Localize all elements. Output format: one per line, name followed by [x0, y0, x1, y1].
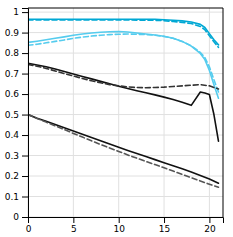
tick: 0.2 [5, 171, 28, 181]
grid-line [28, 53, 223, 54]
tick-mark [22, 115, 28, 116]
axis-line [29, 218, 224, 224]
tick-label: 0.6 [5, 89, 20, 99]
grid-line [28, 176, 223, 177]
tick: 0.4 [5, 130, 28, 140]
grid-line [28, 12, 223, 13]
tick-mark [22, 74, 28, 75]
tick-label: 0.4 [5, 130, 20, 140]
tick-label: 20 [204, 224, 216, 234]
grid-line [28, 196, 223, 197]
axis-line [22, 9, 29, 218]
tick-label: 10 [113, 224, 125, 234]
tick: 0.7 [5, 69, 28, 79]
tick-mark [22, 53, 28, 54]
tick-mark [164, 217, 165, 223]
tick-label: 0.7 [5, 69, 19, 79]
tick-mark [22, 33, 28, 34]
tick-mark [119, 217, 120, 223]
tick: 5 [71, 217, 77, 234]
tick-label: 0.5 [5, 110, 19, 120]
tick-label: 15 [159, 224, 170, 234]
tick-mark [22, 94, 28, 95]
tick-mark [22, 135, 28, 136]
tick: 0.8 [5, 48, 28, 58]
tick-mark [209, 217, 210, 223]
tick-label: 0.9 [5, 28, 20, 38]
grid-line [28, 114, 223, 115]
tick-label: 0.8 [5, 48, 20, 58]
tick-mark [22, 176, 28, 177]
tick: 0.3 [5, 151, 28, 161]
tick: 20 [204, 217, 216, 234]
grid-line [209, 8, 210, 217]
grid-line [164, 8, 165, 217]
tick-label: 0 [26, 224, 32, 234]
series-line [28, 63, 218, 141]
tick-mark [22, 12, 28, 13]
tick-mark [73, 217, 74, 223]
plot-frame [223, 8, 224, 217]
lines [28, 19, 218, 187]
grid-line [118, 8, 119, 217]
tick-mark [22, 156, 28, 157]
tick-label: 0.3 [5, 151, 19, 161]
tick-label: 0.1 [5, 192, 19, 202]
tick: 0.9 [5, 28, 28, 38]
tick-mark [22, 197, 28, 198]
grid-line [28, 73, 223, 74]
chart: 0 5 10 15 20 0 0.1 0.2 0.3 0.4 0.5 0.6 0.7 0.8 0.9 1 [0, 0, 233, 237]
grid-line [28, 94, 223, 95]
tick: 10 [113, 217, 125, 234]
tick: 15 [159, 217, 170, 234]
tick: 0.5 [5, 110, 28, 120]
series-line [28, 34, 218, 92]
tick: 0.1 [5, 192, 28, 202]
tick: 1 [13, 7, 28, 17]
tick-label: 0.2 [5, 171, 19, 181]
tick: 0.6 [5, 89, 28, 99]
plot-frame [28, 8, 223, 9]
grid-line [28, 155, 223, 156]
tick-label: 1 [13, 7, 19, 17]
series-line [28, 115, 218, 184]
tick-mark [22, 217, 28, 218]
series-line [28, 64, 218, 89]
tick: 0 [13, 212, 28, 222]
plot: 0 5 10 15 20 0 0.1 0.2 0.3 0.4 0.5 0.6 0.7 0.8 0.9 1 [5, 7, 224, 234]
series-line [28, 115, 218, 188]
y-axis: 0 0.1 0.2 0.3 0.4 0.5 0.6 0.7 0.8 0.9 1 [5, 7, 29, 222]
x-axis: 0 5 10 15 20 [26, 217, 224, 234]
grid-line [73, 8, 74, 217]
tick: 0 [26, 217, 32, 234]
grid-line [28, 135, 223, 136]
grid [28, 8, 223, 217]
tick-label: 5 [71, 224, 77, 234]
tick-label: 0 [13, 212, 19, 222]
